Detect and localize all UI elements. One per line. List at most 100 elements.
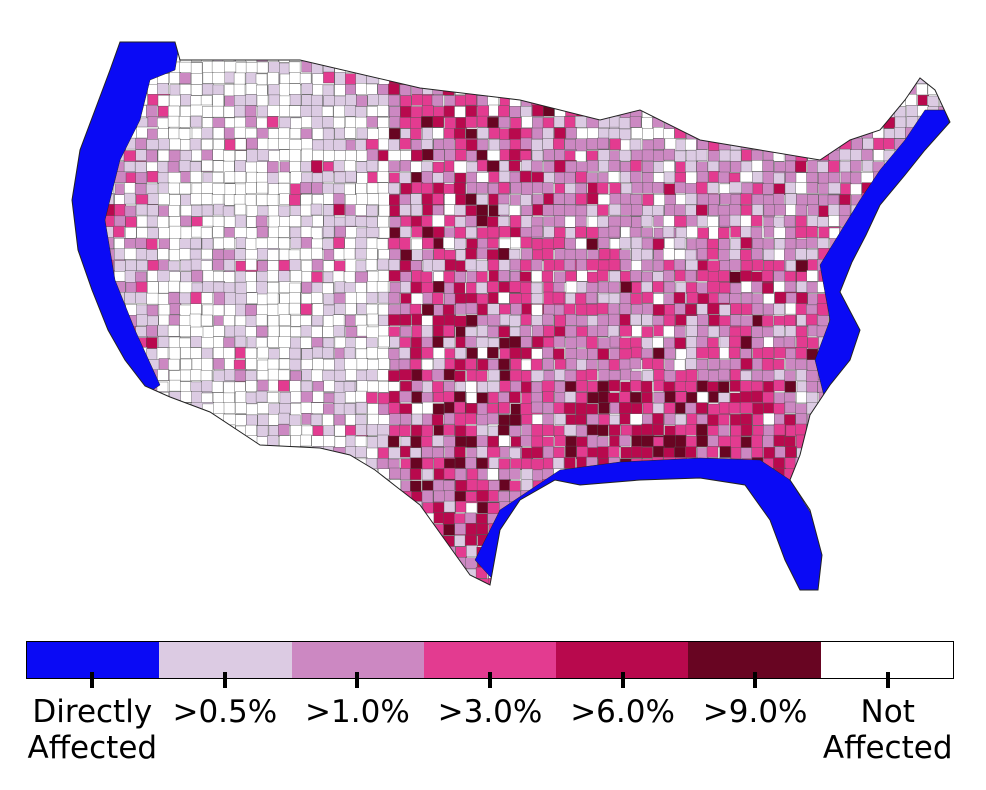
county-cell [531,568,544,580]
county-cell [509,139,522,151]
county-cell [509,480,521,492]
county-cell [707,425,719,437]
county-cell [631,346,643,359]
county-cell [454,61,466,74]
county-cell [730,589,742,590]
county-cell [631,446,643,458]
county-cell [102,380,114,392]
county-cell [246,446,258,458]
county-cell [531,225,543,238]
county-cell [410,193,422,205]
county-cell [708,513,720,525]
county-cell [806,270,818,282]
county-cell [609,567,621,580]
county-cell [838,469,851,492]
county-cell [411,51,423,75]
county-cell [927,348,939,360]
county-cell [245,502,257,515]
county-cell [939,380,950,392]
county-cell [245,524,269,536]
county-cell [884,303,896,316]
county-cell [212,226,225,238]
county-cell [686,292,699,304]
county-cell [212,423,224,436]
county-cell [344,282,356,294]
county-cell [817,117,829,141]
county-cell [475,282,488,294]
county-cell [123,489,147,502]
county-cell [422,105,434,117]
county-cell [631,304,643,316]
county-cell [135,292,147,304]
county-cell [839,522,863,546]
county-cell [234,457,247,469]
county-cell [333,458,357,470]
county-cell [520,236,532,249]
county-cell [784,84,796,96]
county-cell [752,171,764,183]
county-cell [268,42,280,51]
county-cell [520,106,532,118]
county-cell [706,480,719,492]
county-cell [190,62,203,74]
county-cell [861,557,874,569]
county-cell [905,458,917,470]
county-cell [465,436,478,448]
county-cell [279,578,291,590]
county-cell [465,248,477,260]
county-cell [895,42,919,64]
county-cell [884,469,908,492]
county-cell [894,249,906,261]
county-cell [740,325,752,338]
county-cell [366,292,378,304]
county-cell [674,545,697,557]
county-cell [443,138,455,150]
county-cell [762,347,774,359]
county-cell [531,293,543,305]
county-cell [641,117,653,129]
county-cell [92,501,104,513]
county-cell [663,259,676,272]
county-cell [730,314,742,326]
county-cell [575,535,587,547]
county-cell [268,535,280,547]
county-cell [356,50,368,63]
county-cell [951,61,962,72]
county-cell [235,579,247,590]
county-cell [927,468,939,481]
county-cell [686,50,698,74]
county-cell [530,259,543,271]
county-cell [411,226,423,238]
county-cell [862,479,874,491]
county-cell [851,303,875,315]
county-cell [916,160,928,172]
county-cell [586,204,599,217]
county-cell [201,51,213,63]
county-cell [828,458,841,470]
county-cell [278,535,290,547]
county-cell [641,446,653,459]
county-cell [673,259,686,271]
county-cell [906,170,918,183]
county-cell [180,524,193,536]
county-cell [72,546,81,558]
county-cell [860,579,873,590]
county-cell [939,160,950,172]
county-cell [191,511,203,524]
county-cell [498,567,511,580]
county-cell [223,480,236,503]
county-cell [72,491,82,503]
county-cell [730,369,742,381]
county-cell [575,380,588,392]
county-cell [928,227,940,240]
county-cell [510,236,522,249]
county-cell [477,127,489,140]
county-cell [531,513,554,525]
county-cell [719,534,731,546]
county-cell [289,480,301,492]
county-cell [884,315,896,327]
county-cell [696,204,708,217]
legend-label: >0.5% [172,694,278,730]
county-cell [168,249,181,261]
county-cell [587,83,599,95]
